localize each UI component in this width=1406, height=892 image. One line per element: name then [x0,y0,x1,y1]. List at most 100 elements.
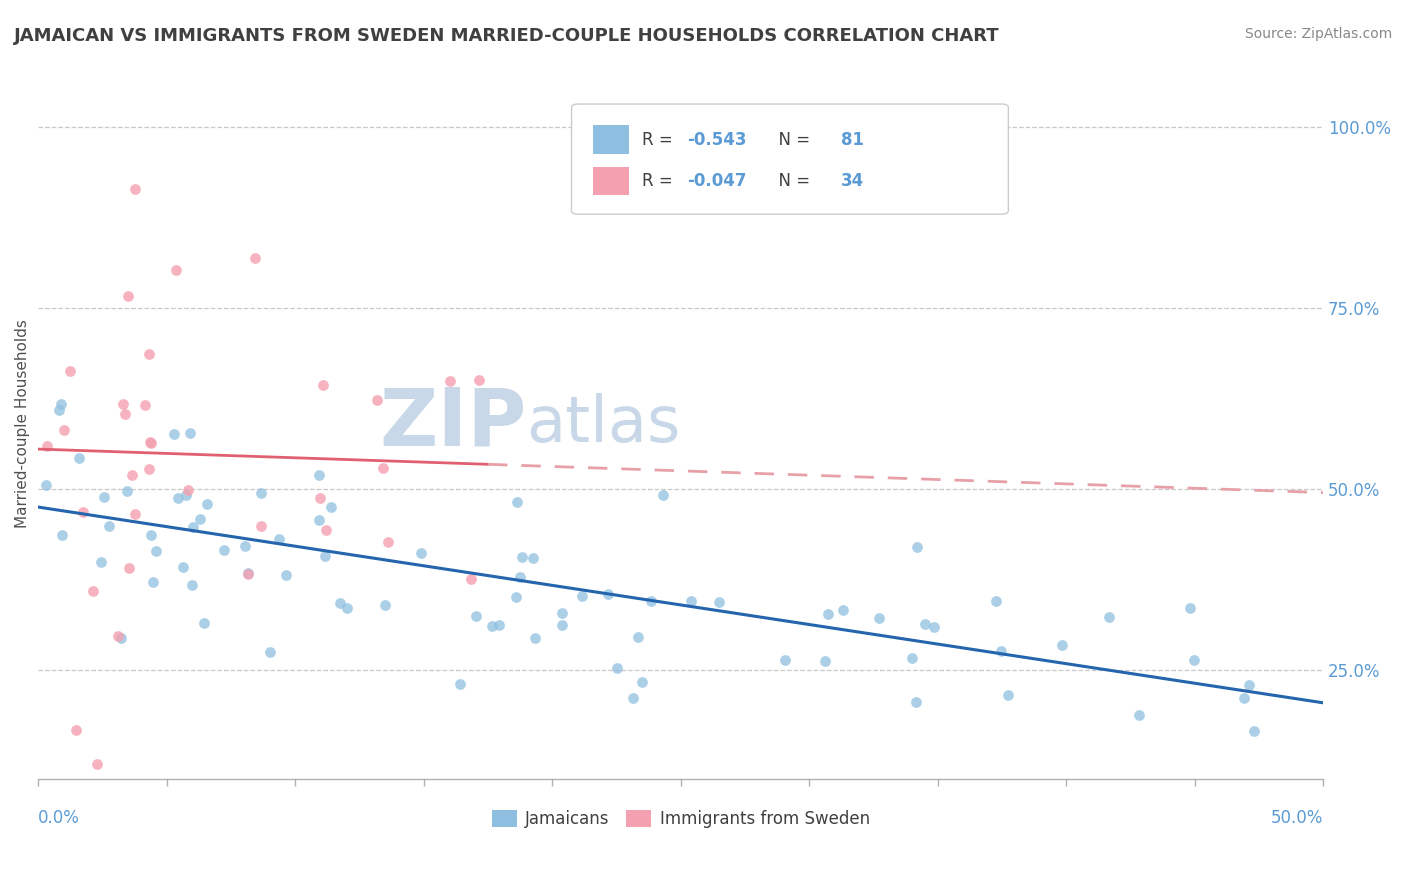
Point [439,374,461,388]
Point [172,560,194,574]
Point [177,483,200,497]
Point [141,435,163,450]
FancyBboxPatch shape [593,126,630,153]
Point [53,423,76,437]
Point [1237,678,1260,692]
Text: -0.543: -0.543 [688,130,747,149]
Point [377,535,399,549]
Point [134,398,156,412]
Point [233,539,256,553]
Point [243,251,266,265]
Point [90,555,112,569]
Text: N =: N = [768,130,815,149]
Point [181,578,204,592]
Point [308,468,330,483]
Point [250,519,273,533]
Point [312,378,335,392]
Point [505,590,527,604]
Point [321,500,343,515]
Point [174,488,197,502]
FancyBboxPatch shape [571,104,1008,214]
Text: ZIP: ZIP [380,384,527,463]
Point [606,660,628,674]
Text: atlas: atlas [527,392,681,455]
Point [329,596,352,610]
Point [82,584,104,599]
Point [817,607,839,622]
Point [236,567,259,582]
Text: N =: N = [768,172,815,190]
Point [449,677,471,691]
Point [115,484,138,499]
Point [309,491,332,505]
Point [1052,638,1074,652]
Point [374,598,396,612]
Point [181,519,204,533]
Point [236,566,259,580]
Point [509,570,531,584]
Point [142,574,165,589]
Point [868,611,890,625]
Point [905,695,928,709]
Point [510,549,533,564]
Point [139,434,162,449]
Point [550,617,572,632]
Point [212,543,235,558]
Point [596,587,619,601]
Point [117,289,139,303]
Text: 0.0%: 0.0% [38,809,80,828]
Point [1243,723,1265,738]
Point [814,654,837,668]
Point [67,450,90,465]
Point [118,561,141,575]
Point [831,603,853,617]
Point [524,632,547,646]
Point [990,644,1012,658]
Point [651,487,673,501]
Point [308,513,330,527]
Text: JAMAICAN VS IMMIGRANTS FROM SWEDEN MARRIED-COUPLE HOUSEHOLDS CORRELATION CHART: JAMAICAN VS IMMIGRANTS FROM SWEDEN MARRI… [14,27,1000,45]
Point [121,468,143,483]
Point [179,426,201,441]
Point [464,608,486,623]
Point [124,508,146,522]
Point [188,512,211,526]
Point [1128,708,1150,723]
Point [165,263,187,277]
Point [409,546,432,560]
Point [1182,653,1205,667]
Point [488,617,510,632]
Point [138,462,160,476]
Point [481,618,503,632]
Point [65,723,87,738]
Point [86,757,108,772]
Point [145,544,167,558]
Point [551,607,574,621]
Point [51,528,73,542]
Point [468,373,491,387]
Point [141,527,163,541]
Point [49,397,72,411]
Text: 81: 81 [841,130,865,149]
Point [1098,610,1121,624]
Y-axis label: Married-couple Households: Married-couple Households [15,319,30,528]
Point [114,407,136,421]
Point [37,439,59,453]
Point [197,497,219,511]
Point [506,494,529,508]
Point [366,392,388,407]
Point [314,549,336,564]
Point [72,505,94,519]
Point [984,594,1007,608]
Point [107,629,129,643]
Point [371,460,394,475]
Point [93,490,115,504]
Point [138,347,160,361]
Point [336,600,359,615]
Text: R =: R = [643,130,678,149]
Point [1180,601,1202,615]
Point [627,630,650,644]
Point [522,551,544,566]
Point [460,572,482,586]
Point [193,615,215,630]
